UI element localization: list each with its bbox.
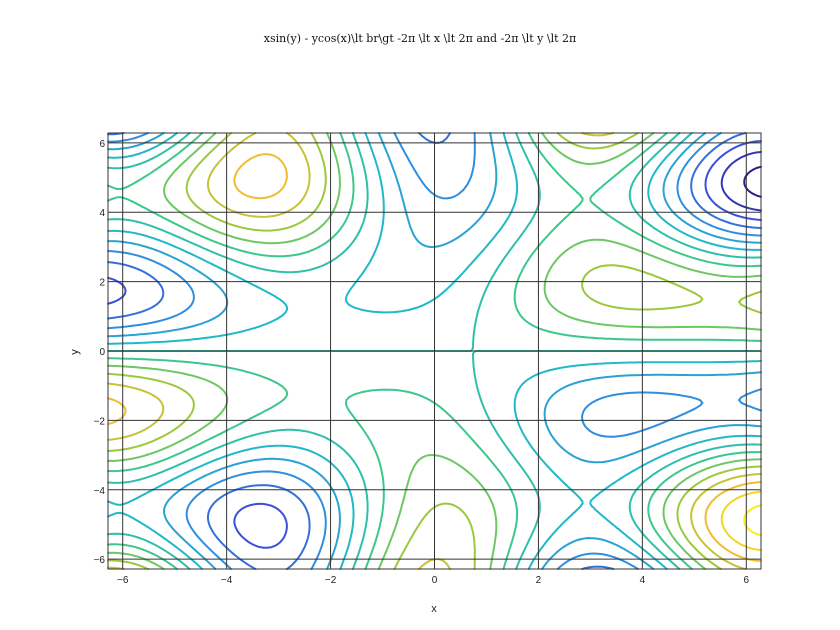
plot-frame — [107, 132, 762, 570]
contour-level-12 — [107, 153, 762, 562]
x-tick-label: 2 — [536, 575, 542, 586]
x-tick-label: −2 — [325, 575, 337, 586]
y-tick-label: 6 — [99, 139, 105, 150]
x-axis-ticks: −6 −4 −2 0 2 4 6 — [117, 575, 750, 586]
contour-level-6 — [107, 132, 762, 570]
contour-level-10 — [107, 132, 762, 570]
chart-title: xsin(y) - ycos(x)\lt br\gt -2π \lt x \lt… — [264, 32, 577, 45]
y-tick-label: 2 — [99, 278, 105, 289]
grid-lines — [108, 133, 761, 569]
contour-level-11 — [107, 132, 762, 570]
y-tick-label: −4 — [94, 486, 106, 497]
y-tick-label: −6 — [94, 555, 106, 566]
contour-level-9 — [107, 132, 762, 570]
y-tick-label: 0 — [99, 347, 105, 358]
contour-level-13 — [720, 490, 762, 552]
x-tick-label: 6 — [744, 575, 750, 586]
x-tick-label: 0 — [432, 575, 438, 586]
x-tick-label: 4 — [640, 575, 646, 586]
y-axis-ticks: −6 −4 −2 0 2 4 6 — [94, 139, 106, 566]
contour-level-1 — [720, 150, 762, 212]
y-tick-label: −2 — [94, 416, 106, 427]
y-tick-label: 4 — [99, 208, 105, 219]
contour-level-5 — [107, 132, 762, 570]
y-axis-label: y — [69, 349, 81, 355]
contour-level-8 — [107, 132, 762, 570]
x-tick-label: −4 — [221, 575, 233, 586]
x-axis-label: x — [431, 603, 437, 615]
x-tick-label: −6 — [117, 575, 129, 586]
